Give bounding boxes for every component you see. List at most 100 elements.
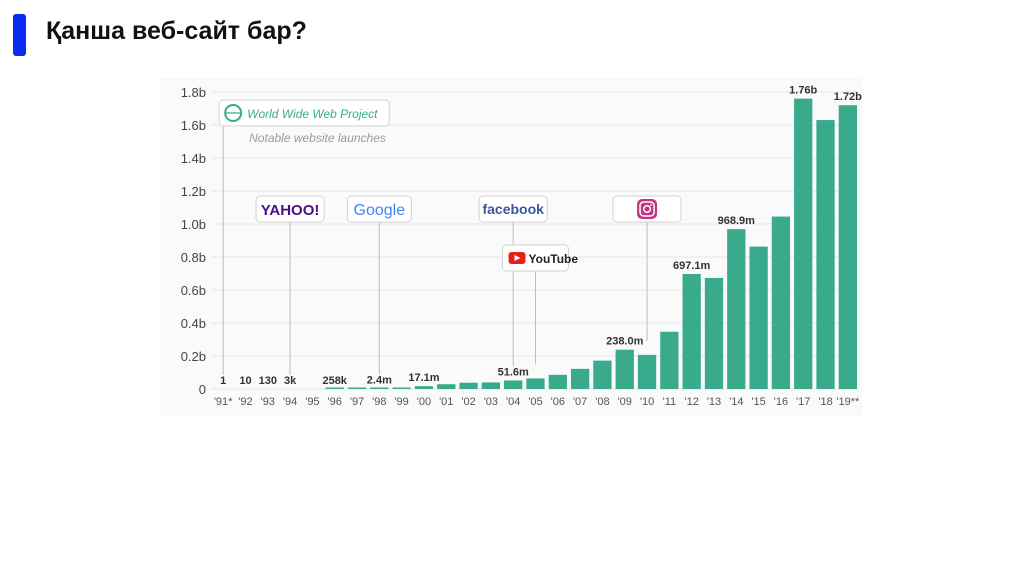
bar xyxy=(794,98,813,389)
x-tick-label: '19** xyxy=(836,396,860,408)
x-tick-label: '99 xyxy=(394,396,408,408)
y-tick-label: 0.2b xyxy=(181,349,206,364)
x-tick-label: '96 xyxy=(328,396,342,408)
google-logo: Google xyxy=(346,195,412,223)
x-tick-label: '03 xyxy=(484,396,498,408)
x-tick-label: '14 xyxy=(729,396,743,408)
youtube-logo: YouTube xyxy=(502,244,579,272)
bar-value-label: 1.72b xyxy=(834,91,862,103)
bar xyxy=(459,382,478,389)
chart-panel: World Wide Web Project YAHOO! Google facebo… xyxy=(160,78,862,416)
facebook-logo-text: facebook xyxy=(482,201,544,217)
bar xyxy=(548,374,567,389)
websites-bar-chart: World Wide Web Project YAHOO! Google facebo… xyxy=(181,85,862,408)
facebook-logo-box xyxy=(478,195,548,223)
x-tick-label: '11 xyxy=(663,396,677,408)
bar xyxy=(771,216,791,389)
x-tick-label: '15 xyxy=(751,396,765,408)
bar-value-label: 1 xyxy=(220,375,226,387)
x-tick-label: '07 xyxy=(573,396,587,408)
x-tick-label: '17 xyxy=(796,396,810,408)
yahoo-logo-text: YAHOO! xyxy=(261,202,320,219)
bar xyxy=(414,386,434,389)
bar-value-label: 10 xyxy=(239,375,251,387)
x-tick-label: '92 xyxy=(238,396,252,408)
title-accent-bar xyxy=(13,14,26,56)
bar xyxy=(704,277,724,389)
bar xyxy=(660,331,679,389)
instagram-icon-frame xyxy=(639,201,655,217)
annotation-label: World Wide Web Project xyxy=(247,107,378,121)
bar xyxy=(727,229,746,389)
x-tick-label: '12 xyxy=(685,396,699,408)
x-tick-label: '95 xyxy=(305,396,319,408)
yahoo-logo-box xyxy=(255,195,325,223)
yahoo-logo: YAHOO! xyxy=(255,195,325,223)
page-title: Қанша веб-сайт бар? xyxy=(46,17,307,45)
bar-value-label: 258k xyxy=(322,375,347,387)
x-tick-label: '13 xyxy=(707,396,721,408)
bar-value-label: 238.0m xyxy=(606,336,644,348)
x-tick-label: '93 xyxy=(261,396,275,408)
bar-value-label: 697.1m xyxy=(673,260,711,272)
x-tick-label: '09 xyxy=(618,396,632,408)
instagram-icon-dot xyxy=(650,204,652,206)
x-tick-label: '97 xyxy=(350,396,364,408)
bar xyxy=(749,246,768,389)
bar xyxy=(392,387,411,389)
bar xyxy=(370,387,389,389)
bar xyxy=(437,384,456,389)
y-tick-label: 1.2b xyxy=(181,184,206,199)
bar xyxy=(526,378,545,389)
bar-value-label: 3k xyxy=(284,375,297,387)
y-tick-label: 0.4b xyxy=(181,316,206,331)
x-tick-label: '94 xyxy=(283,396,297,408)
x-tick-label: '16 xyxy=(774,396,788,408)
x-tick-label: '98 xyxy=(372,396,386,408)
instagram-icon xyxy=(637,199,658,219)
x-tick-label: '10 xyxy=(640,396,654,408)
x-tick-label: '08 xyxy=(595,396,609,408)
bar xyxy=(682,273,701,389)
y-tick-label: 0 xyxy=(199,382,206,397)
x-tick-label: '06 xyxy=(551,396,565,408)
x-tick-label: '02 xyxy=(461,396,475,408)
y-tick-label: 0.6b xyxy=(181,283,206,298)
bar-value-label: 968.9m xyxy=(718,215,756,227)
play-triangle-icon xyxy=(514,255,521,261)
google-logo-text: Google xyxy=(354,202,406,219)
y-tick-label: 1.4b xyxy=(181,151,206,166)
bar xyxy=(816,120,835,390)
bar xyxy=(504,380,523,389)
bar xyxy=(838,105,857,389)
bar-value-label: 2.4m xyxy=(367,375,392,387)
bar xyxy=(325,387,344,389)
bar-value-label: 51.6m xyxy=(498,366,529,378)
x-tick-label: '18 xyxy=(818,396,832,408)
bar xyxy=(570,368,590,389)
bar-value-label: 1.76b xyxy=(789,85,817,97)
bar-value-label: 130 xyxy=(259,375,277,387)
world-wide-web-project-logo: World Wide Web Project xyxy=(218,99,390,127)
facebook-logo: facebook xyxy=(478,195,548,223)
world-wide-web-project-logo-box xyxy=(218,99,390,127)
x-tick-label: '91* xyxy=(214,396,233,408)
x-tick-label: '04 xyxy=(506,396,520,408)
y-tick-label: 0.8b xyxy=(181,250,206,265)
google-logo-box xyxy=(346,195,412,223)
bar xyxy=(481,382,501,389)
x-tick-label: '05 xyxy=(528,396,542,408)
y-tick-label: 1.8b xyxy=(181,85,206,100)
annotation-sublabel: Notable website launches xyxy=(249,131,386,145)
bar xyxy=(637,354,657,389)
bar xyxy=(347,387,367,389)
youtube-logo-text: YouTube xyxy=(529,252,579,266)
y-tick-label: 1.6b xyxy=(181,118,206,133)
bar xyxy=(615,349,634,389)
bar xyxy=(593,360,612,389)
instagram-logo xyxy=(612,195,682,223)
bar-value-label: 17.1m xyxy=(408,372,439,384)
y-tick-label: 1.0b xyxy=(181,217,206,232)
instagram-icon-lens xyxy=(643,204,652,214)
x-tick-label: '01 xyxy=(439,396,453,408)
